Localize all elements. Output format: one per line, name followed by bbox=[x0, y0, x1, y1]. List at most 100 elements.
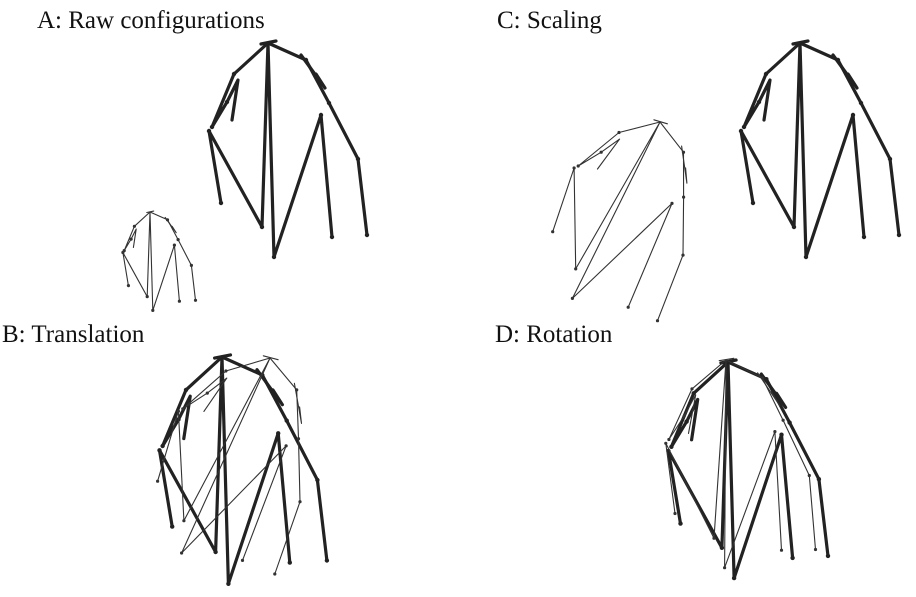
landmark-point bbox=[723, 566, 727, 570]
landmark-point bbox=[355, 156, 361, 162]
landmark-point bbox=[126, 284, 130, 288]
landmark-point bbox=[122, 249, 126, 253]
landmark-point bbox=[271, 254, 277, 260]
hand-segment bbox=[299, 53, 327, 90]
landmark-point bbox=[224, 369, 228, 373]
landmark-point bbox=[145, 295, 149, 299]
panel-d-label: D: Rotation bbox=[495, 321, 613, 348]
landmark-point bbox=[835, 57, 841, 63]
right-arm-segment bbox=[220, 355, 329, 563]
landmark-point bbox=[156, 479, 160, 483]
landmark-point bbox=[684, 419, 689, 424]
landmark-point bbox=[887, 156, 893, 162]
panel-c-label: C: Scaling bbox=[497, 7, 602, 34]
landmark-point bbox=[791, 224, 797, 230]
small-configuration bbox=[121, 210, 198, 312]
hand-segment bbox=[759, 372, 788, 409]
landmark-point bbox=[790, 555, 795, 561]
landmark-point bbox=[129, 237, 133, 241]
landmark-point bbox=[861, 234, 867, 240]
panel-b-label: B: Translation bbox=[2, 321, 145, 348]
landmark-point bbox=[259, 224, 265, 230]
left-arm-segment bbox=[742, 41, 802, 129]
landmark-point bbox=[760, 376, 764, 380]
landmark-point bbox=[773, 430, 777, 434]
landmark-point bbox=[157, 448, 162, 453]
landmark-point bbox=[224, 99, 230, 105]
landmark-point bbox=[284, 418, 289, 423]
landmark-point bbox=[719, 545, 725, 550]
landmark-point bbox=[287, 560, 292, 565]
landmark-point bbox=[896, 232, 902, 238]
landmark-point bbox=[318, 112, 324, 118]
landmark-point bbox=[176, 409, 180, 413]
landmark-point bbox=[574, 267, 578, 271]
landmark-point bbox=[664, 441, 668, 445]
landmark-point bbox=[206, 128, 212, 134]
panel-a-configurations bbox=[121, 39, 370, 312]
panel-b-configurations bbox=[156, 353, 330, 586]
landmark-point bbox=[738, 128, 744, 134]
landmark-point bbox=[599, 150, 603, 154]
landmark-point bbox=[172, 243, 176, 247]
left-arm-segment bbox=[182, 357, 271, 412]
landmark-point bbox=[655, 319, 660, 323]
landmark-point bbox=[213, 549, 218, 555]
hand-segment bbox=[831, 53, 859, 90]
landmark-point bbox=[284, 444, 288, 448]
landmark-point bbox=[763, 71, 769, 77]
landmark-point bbox=[205, 391, 209, 395]
large-configuration bbox=[206, 39, 370, 260]
landmark-point bbox=[296, 437, 301, 441]
hand-segment bbox=[164, 216, 177, 234]
right-arm-segment bbox=[266, 41, 369, 237]
landmark-point bbox=[825, 553, 831, 559]
landmark-point bbox=[682, 414, 686, 418]
landmark-point bbox=[813, 547, 818, 552]
landmark-point bbox=[160, 443, 165, 449]
landmark-point bbox=[170, 524, 175, 529]
landmark-point bbox=[165, 218, 170, 222]
landmark-point bbox=[551, 230, 555, 234]
hand-segment bbox=[681, 145, 688, 184]
landmark-point bbox=[570, 296, 575, 300]
landmark-point bbox=[667, 437, 671, 442]
landmark-point bbox=[183, 387, 189, 393]
landmark-point bbox=[803, 254, 809, 260]
landmark-point bbox=[218, 200, 224, 206]
left-arm-segment bbox=[123, 211, 151, 252]
landmark-point bbox=[670, 201, 674, 205]
landmark-point bbox=[295, 388, 299, 392]
landmark-point bbox=[756, 99, 762, 105]
landmark-point bbox=[682, 195, 686, 199]
left-arm-segment bbox=[210, 41, 270, 129]
landmark-point bbox=[276, 431, 281, 436]
left-arm-segment bbox=[668, 359, 727, 441]
landmark-point bbox=[750, 200, 756, 206]
shoulder-segment bbox=[213, 353, 233, 360]
hand-segment bbox=[293, 382, 303, 424]
left-arm-segment bbox=[577, 121, 661, 170]
landmark-point bbox=[298, 500, 302, 504]
panel-a-label: A: Raw configurations bbox=[37, 7, 265, 34]
landmark-point bbox=[858, 100, 864, 106]
reference-configuration bbox=[738, 39, 902, 260]
landmark-point bbox=[315, 477, 320, 483]
shoulder-segment bbox=[791, 39, 810, 46]
landmark-point bbox=[364, 232, 370, 238]
shoulder-segment bbox=[259, 39, 278, 46]
landmark-point bbox=[779, 548, 784, 552]
landmark-point bbox=[231, 71, 237, 77]
landmark-point bbox=[816, 477, 822, 482]
landmark-point bbox=[576, 164, 580, 168]
shoulder-segment bbox=[718, 357, 735, 362]
landmark-point bbox=[764, 377, 769, 382]
rotated-configuration bbox=[664, 357, 818, 570]
landmark-point bbox=[273, 572, 277, 576]
scaled-configuration bbox=[551, 119, 688, 323]
landmark-point bbox=[691, 391, 696, 396]
landmark-point bbox=[678, 521, 683, 526]
landmark-point bbox=[673, 511, 677, 516]
landmark-point bbox=[209, 124, 215, 130]
landmark-point bbox=[193, 298, 198, 302]
